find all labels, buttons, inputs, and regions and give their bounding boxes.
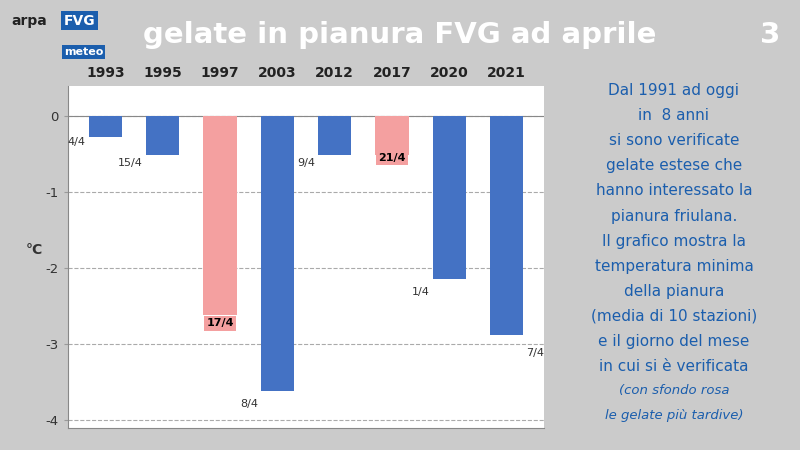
Text: 15/4: 15/4 (118, 158, 143, 168)
Bar (490, 116, 523, 335)
Text: 4/4: 4/4 (68, 137, 86, 147)
Text: della pianura: della pianura (624, 284, 724, 299)
Text: arpa: arpa (12, 14, 48, 28)
Bar (203, 116, 237, 315)
Text: si sono verificate: si sono verificate (609, 133, 739, 148)
Text: in cui si è verificata: in cui si è verificata (599, 359, 749, 374)
Bar (318, 116, 351, 155)
Bar (89, 116, 122, 137)
Text: in  8 anni: in 8 anni (638, 108, 710, 123)
Text: 1/4: 1/4 (412, 287, 430, 297)
Text: 3: 3 (760, 21, 780, 49)
Text: gelate in pianura FVG ad aprile: gelate in pianura FVG ad aprile (143, 21, 657, 49)
Bar (433, 116, 466, 279)
Text: (media di 10 stazioni): (media di 10 stazioni) (591, 309, 757, 324)
Y-axis label: °C: °C (26, 243, 43, 256)
Text: hanno interessato la: hanno interessato la (596, 184, 752, 198)
Text: Dal 1991 ad oggi: Dal 1991 ad oggi (609, 83, 739, 98)
Bar (375, 116, 409, 155)
Bar (261, 116, 294, 391)
Text: 9/4: 9/4 (297, 158, 315, 168)
Text: (con sfondo rosa: (con sfondo rosa (618, 384, 730, 397)
Text: 17/4: 17/4 (206, 319, 234, 328)
Text: 21/4: 21/4 (378, 153, 406, 163)
Text: pianura friulana.: pianura friulana. (611, 208, 737, 224)
Text: FVG: FVG (64, 14, 95, 28)
Text: Il grafico mostra la: Il grafico mostra la (602, 234, 746, 248)
Text: le gelate più tardive): le gelate più tardive) (605, 409, 743, 422)
Text: e il giorno del mese: e il giorno del mese (598, 334, 750, 349)
Bar (146, 116, 179, 155)
Text: temperatura minima: temperatura minima (594, 259, 754, 274)
Text: gelate estese che: gelate estese che (606, 158, 742, 173)
Text: 7/4: 7/4 (526, 348, 544, 358)
Text: meteo: meteo (64, 47, 103, 57)
Text: 8/4: 8/4 (240, 400, 258, 410)
